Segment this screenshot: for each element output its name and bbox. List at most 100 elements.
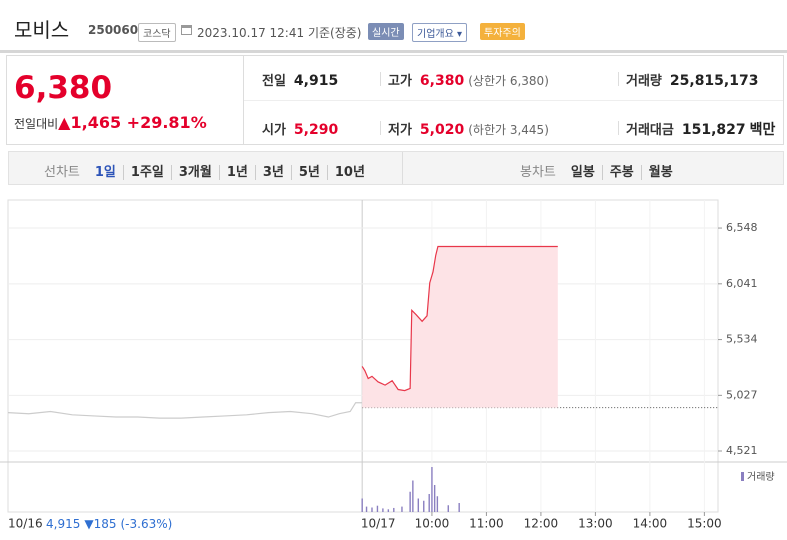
prev-day-info: 4,915 ▼185 (-3.63%)	[46, 517, 172, 531]
realtime-badge: 실시간	[368, 23, 404, 40]
timestamp: 2023.10.17 12:41 기준(장중)	[197, 24, 361, 41]
volume-bar	[417, 498, 420, 512]
header-divider	[0, 50, 787, 53]
line-tabs: 선차트 1일 1주일 3개월 1년 3년 5년 10년	[44, 161, 372, 180]
volume-legend-swatch	[741, 472, 744, 481]
calendar-icon	[181, 25, 192, 35]
up-arrow: ▲	[58, 113, 71, 132]
volume-bar	[436, 496, 439, 512]
today-date: 10/17	[361, 517, 396, 531]
volume-bar	[382, 508, 384, 512]
volume-bar	[376, 505, 379, 512]
quote-note: (하한가 3,445)	[468, 123, 549, 137]
y-tick-label: 5,027	[726, 388, 758, 401]
current-price: 6,380	[14, 70, 113, 106]
change-rate: +29.81%	[126, 113, 207, 132]
quote-label: 시가	[262, 123, 286, 138]
quote-value: 6,380	[419, 73, 465, 89]
volume-legend: 거래량	[747, 471, 775, 483]
line-tab[interactable]: 10년	[334, 165, 365, 180]
candle-tab[interactable]: 주봉	[602, 165, 642, 180]
cell-divider	[618, 72, 619, 86]
line-tab[interactable]: 5년	[291, 165, 328, 180]
quote-value: 4,915	[293, 73, 339, 89]
quote-note: (상한가 6,380)	[468, 74, 549, 88]
quote-value: 151,827	[681, 122, 746, 138]
price-line	[361, 245, 558, 392]
line-tab[interactable]: 1일	[87, 165, 124, 180]
volume-bar	[387, 509, 390, 512]
volume-bar	[401, 506, 403, 512]
quote-unit: 백만	[749, 122, 776, 138]
cell-divider	[618, 121, 619, 135]
volume-bar	[361, 498, 363, 512]
x-tick-label: 11:00	[469, 517, 504, 531]
market-badge: 코스닥	[138, 23, 176, 42]
volume-bar	[393, 507, 395, 512]
volume-bar	[371, 507, 373, 512]
volume-bar	[412, 480, 414, 512]
quote-label: 고가	[388, 74, 412, 89]
quote-cell: 거래량 25,815,173	[626, 70, 758, 89]
quote-cell: 전일 4,915	[262, 70, 338, 89]
candle-tab[interactable]: 월봉	[648, 165, 673, 180]
quote-label: 전일	[262, 74, 286, 89]
y-tick-label: 6,548	[726, 221, 758, 234]
quote-value: 5,290	[293, 122, 339, 138]
x-tick-label: 14:00	[633, 517, 668, 531]
prev-rate: (-3.63%)	[121, 517, 173, 531]
line-tab-title: 선차트	[44, 165, 80, 180]
quote-cell: 시가 5,290	[262, 119, 338, 138]
price-area	[362, 246, 558, 408]
quote-cell: 고가 6,380 (상한가 6,380)	[388, 70, 549, 89]
datetime: 2023.10.17 12:41	[197, 26, 305, 40]
x-tick-label: 12:00	[524, 517, 559, 531]
prev-close: 4,915	[46, 517, 80, 531]
prev-date: 10/16	[8, 517, 43, 531]
line-tab[interactable]: 3개월	[171, 165, 220, 180]
change-label: 전일대비	[14, 117, 59, 131]
x-tick-label: 13:00	[578, 517, 613, 531]
stock-code: 250060	[88, 23, 139, 37]
candle-tab-title: 봉차트	[520, 165, 556, 180]
warning-badge: 투자주의	[480, 23, 525, 40]
volume-bar	[423, 500, 425, 512]
quote-label: 거래량	[626, 74, 662, 89]
quote-label: 저가	[388, 123, 412, 138]
stock-name: 모비스	[14, 18, 70, 42]
change-row: 전일대비▲1,465 +29.81%	[14, 113, 207, 132]
price-line	[7, 402, 363, 419]
line-tab[interactable]: 3년	[255, 165, 292, 180]
overview-button[interactable]: 기업개요 ▾	[412, 23, 468, 42]
volume-bar	[428, 494, 430, 512]
x-tick-label: 10:00	[415, 517, 450, 531]
line-tab[interactable]: 1년	[219, 165, 256, 180]
overview-label[interactable]: 기업개요	[417, 29, 454, 40]
volume-bar	[431, 467, 433, 512]
line-tab[interactable]: 1주일	[123, 165, 172, 180]
volume-bar	[365, 506, 368, 512]
volume-bar	[433, 485, 436, 512]
quote-value: 5,020	[419, 122, 465, 138]
x-tick-label: 15:00	[687, 517, 722, 531]
cell-divider	[380, 72, 381, 86]
tab-bar	[8, 151, 784, 185]
quote-value: 25,815,173	[669, 73, 759, 89]
tab-divider	[402, 152, 403, 184]
volume-bar	[447, 505, 449, 512]
volume-bar	[409, 491, 411, 512]
plot-frame	[7, 199, 719, 513]
candle-tab[interactable]: 일봉	[563, 165, 603, 180]
prev-change: ▼185	[84, 517, 116, 531]
volume-bar	[458, 503, 460, 512]
quote-cell: 거래대금 151,827 백만	[626, 119, 775, 139]
y-tick-label: 6,041	[726, 277, 758, 290]
quote-cell: 저가 5,020 (하한가 3,445)	[388, 119, 549, 138]
change: 1,465	[70, 113, 122, 132]
quote-divider	[243, 56, 244, 144]
y-tick-label: 4,521	[726, 444, 758, 457]
quote-box	[6, 55, 784, 145]
y-tick-label: 5,534	[726, 333, 758, 346]
